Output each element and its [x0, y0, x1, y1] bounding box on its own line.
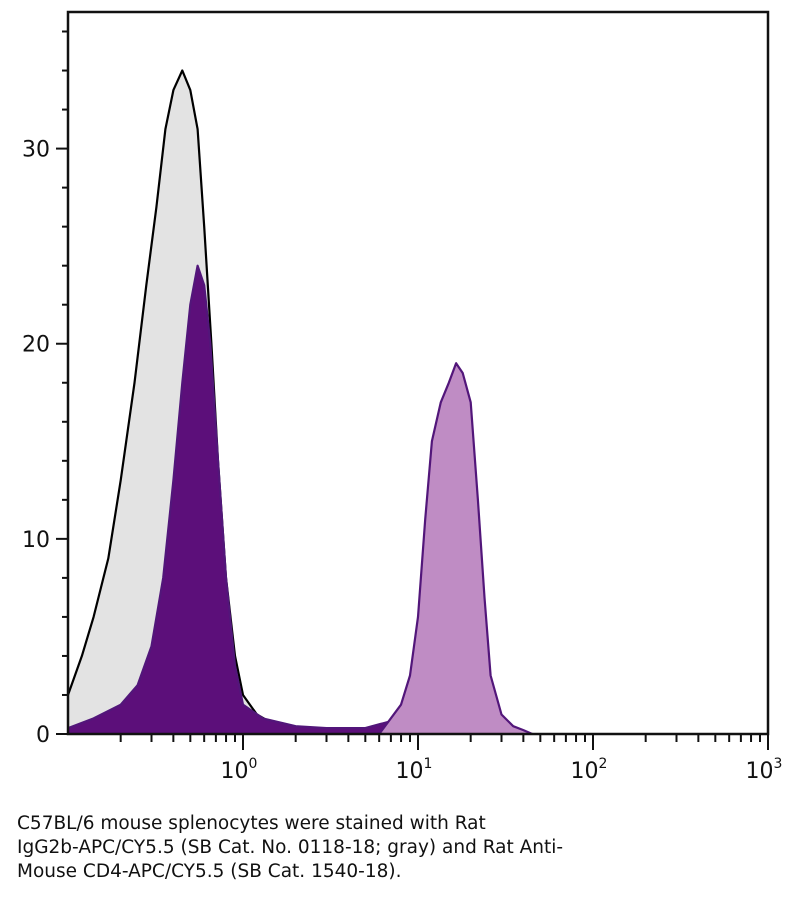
histogram-fill-2: [379, 363, 533, 734]
histogram-chart: 0 10 20 30 100 101 102 103: [22, 10, 782, 784]
caption-line: C57BL/6 mouse splenocytes were stained w…: [17, 813, 486, 834]
caption-line: IgG2b-APC/CY5.5 (SB Cat. No. 0118-18; gr…: [17, 837, 564, 858]
x-tick-label: 100: [221, 756, 258, 784]
x-tick-label: 102: [571, 756, 608, 784]
y-tick-label: 10: [22, 528, 50, 553]
tick-label-layer: 0 10 20 30 100 101 102 103: [22, 138, 782, 784]
y-tick-label: 30: [22, 138, 50, 163]
x-tick-label: 103: [746, 756, 783, 784]
figure-caption: C57BL/6 mouse splenocytes were stained w…: [17, 812, 657, 884]
caption-line: Mouse CD4-APC/CY5.5 (SB Cat. 1540-18).: [17, 861, 402, 882]
histogram-outline-0: [66, 69, 327, 736]
y-tick-label: 20: [22, 333, 50, 358]
x-tick-label: 101: [396, 756, 433, 784]
y-tick-label: 0: [36, 723, 50, 748]
histogram-outline-2: [378, 362, 533, 736]
plot-frame: [66, 10, 770, 736]
histogram-outline-1: [67, 264, 402, 730]
series-layer: [66, 69, 533, 736]
